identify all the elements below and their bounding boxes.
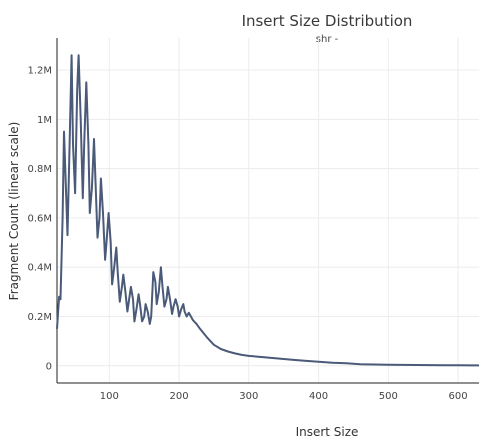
grid-lines [57, 38, 479, 383]
x-tick-label: 600 [449, 391, 468, 402]
x-axis-label: Insert Size [296, 425, 359, 439]
series-line [56, 54, 479, 367]
chart-subtitle: shr - [316, 34, 339, 45]
y-axis-ticks: 0 0.2M 0.4M 0.6M 0.8M 1M 1.2M [27, 66, 52, 373]
y-tick-label: 1M [37, 115, 52, 126]
x-tick-label: 100 [100, 391, 119, 402]
series-layer [56, 54, 479, 367]
y-tick-label: 0.8M [27, 164, 52, 175]
y-tick-label: 0.4M [27, 263, 52, 274]
y-tick-label: 0.2M [27, 312, 52, 323]
y-tick-label: 1.2M [27, 66, 52, 77]
x-tick-label: 400 [309, 391, 328, 402]
axes [56, 38, 479, 384]
y-tick-label: 0 [46, 361, 52, 372]
y-tick-label: 0.6M [27, 213, 52, 224]
y-axis-label: Fragment Count (linear scale) [7, 122, 21, 301]
x-tick-label: 200 [170, 391, 189, 402]
x-axis-ticks: 100 200 300 400 500 600 [100, 391, 468, 402]
chart-title: Insert Size Distribution [242, 12, 413, 30]
x-tick-label: 500 [379, 391, 398, 402]
x-tick-label: 300 [239, 391, 258, 402]
